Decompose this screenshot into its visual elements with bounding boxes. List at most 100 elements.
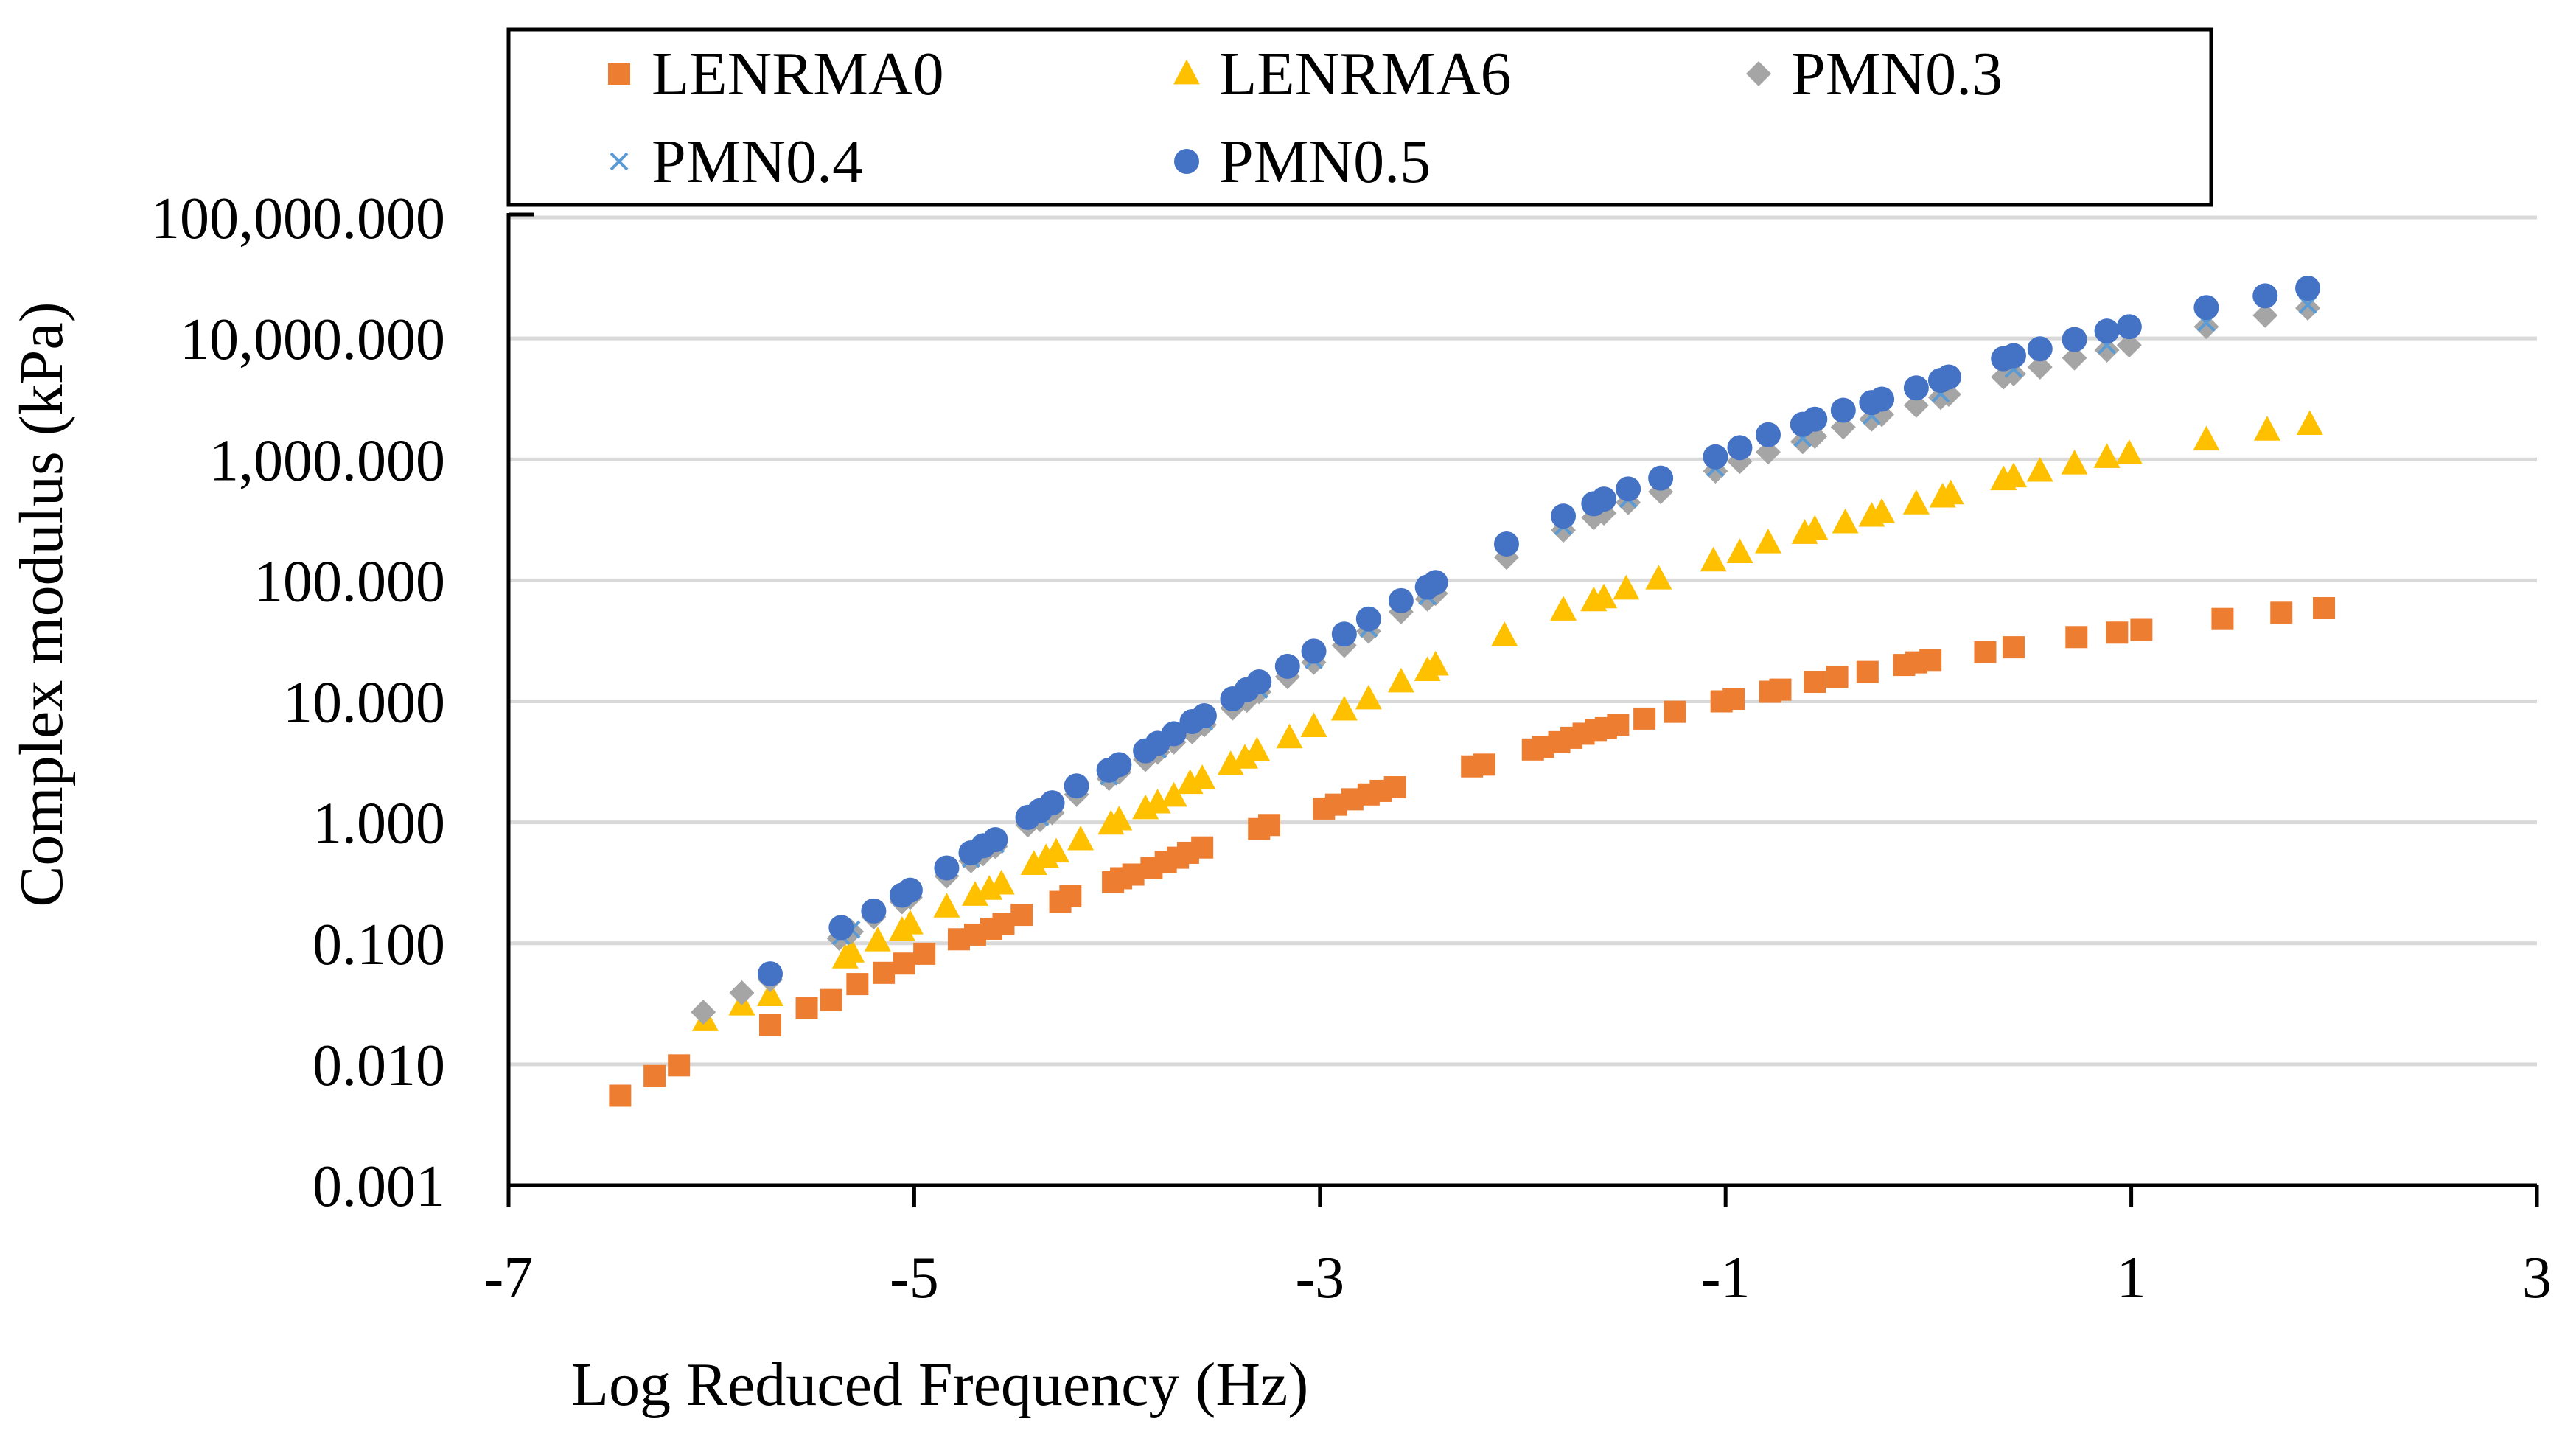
data-point-lenrma6 <box>1243 736 1271 762</box>
data-point-pmn0-5 <box>2295 276 2321 301</box>
y-tick-label: 0.001 <box>313 1154 445 1219</box>
legend-label-pmn0-5: PMN0.5 <box>1219 128 1431 196</box>
data-point-lenrma6 <box>2026 456 2053 482</box>
data-point-pmn0-5 <box>1274 653 1300 679</box>
legend-box <box>506 27 2213 207</box>
legend-entry-lenrma0: LENRMA0 <box>608 40 944 108</box>
data-point-lenrma0 <box>1473 753 1495 776</box>
data-point-lenrma0 <box>1258 814 1280 837</box>
data-point-lenrma6 <box>1355 684 1382 710</box>
tick-labels: 0.001 0.010 0.100 1.000 10.000 100.000 1,000.0… <box>150 186 2552 1311</box>
data-point-lenrma6 <box>1189 764 1216 789</box>
data-point-pmn0-5 <box>1388 587 1414 613</box>
data-point-pmn0-5 <box>2062 327 2087 352</box>
data-point-lenrma6 <box>1276 723 1303 749</box>
data-point-pmn0-3 <box>2094 338 2120 363</box>
y-tick-label: 10.000 <box>283 671 445 736</box>
legend-marker-lenrma0 <box>608 63 630 85</box>
data-point-pmn0-5 <box>1106 752 1132 778</box>
data-point-pmn0-5 <box>1936 364 1961 390</box>
data-point-pmn0-5 <box>982 827 1008 853</box>
data-point-pmn0-5 <box>2252 283 2278 309</box>
data-point-pmn0-5 <box>1493 531 1519 557</box>
axes <box>506 212 2539 1207</box>
y-tick-label: 0.010 <box>313 1033 445 1098</box>
data-point-lenrma0 <box>1383 776 1406 799</box>
data-point-lenrma0 <box>1804 671 1826 694</box>
data-point-pmn0-5 <box>1064 773 1089 799</box>
data-point-lenrma6 <box>1801 515 1829 540</box>
data-point-lenrma6 <box>1231 744 1258 769</box>
series-lenrma0 <box>609 596 2336 1107</box>
data-point-pmn0-3 <box>2193 314 2219 340</box>
data-point-lenrma0 <box>759 1014 782 1036</box>
data-point-lenrma6 <box>2115 439 2143 464</box>
data-point-lenrma6 <box>1387 667 1414 693</box>
data-point-lenrma0 <box>893 952 915 975</box>
data-point-lenrma6 <box>1020 850 1047 875</box>
data-point-pmn0-5 <box>1903 375 1929 401</box>
data-point-lenrma0 <box>795 997 818 1019</box>
data-point-pmn0-5 <box>1301 638 1327 664</box>
data-point-lenrma0 <box>1919 649 1942 672</box>
legend-entry-pmn0-4: PMN0.4 <box>610 128 863 196</box>
data-point-pmn0-3 <box>2062 345 2087 371</box>
data-point-lenrma6 <box>1754 529 1781 554</box>
legend-label-pmn0-3: PMN0.3 <box>1791 40 2003 108</box>
legend-items: LENRMA0 LENRMA6 PMN0.3 PMN0.4 PMN0.5 <box>608 40 2003 196</box>
x-tick-label: -7 <box>484 1246 534 1311</box>
data-series <box>609 276 2336 1107</box>
data-point-lenrma0 <box>1059 885 1082 907</box>
data-point-lenrma6 <box>1160 781 1187 807</box>
legend-marker-pmn0-5 <box>1174 149 1199 174</box>
y-tick-label: 1,000.000 <box>209 428 445 493</box>
data-point-pmn0-5 <box>1591 486 1617 512</box>
data-point-pmn0-5 <box>1039 790 1065 816</box>
data-point-pmn0-5 <box>1191 703 1217 729</box>
data-point-lenrma0 <box>1010 904 1033 927</box>
data-point-lenrma6 <box>1645 565 1672 590</box>
data-point-lenrma6 <box>1491 621 1518 646</box>
y-tick-label: 100.000 <box>254 549 445 614</box>
data-point-pmn0-5 <box>1246 669 1272 695</box>
data-point-pmn0-5 <box>1331 621 1357 647</box>
data-point-lenrma0 <box>2270 601 2293 624</box>
data-point-pmn0-5 <box>861 898 887 924</box>
data-point-lenrma6 <box>2253 416 2280 441</box>
data-point-lenrma6 <box>2061 449 2088 475</box>
data-point-pmn0-3 <box>2295 296 2321 321</box>
data-point-lenrma0 <box>873 961 896 984</box>
legend-label-lenrma6: LENRMA6 <box>1219 40 1512 108</box>
data-point-lenrma0 <box>1826 665 1849 688</box>
data-point-lenrma6 <box>1832 508 1859 534</box>
data-point-pmn0-3 <box>691 1000 716 1025</box>
x-tick-label: -5 <box>890 1246 939 1311</box>
data-point-lenrma6 <box>1300 712 1327 737</box>
data-point-lenrma0 <box>1974 641 1997 663</box>
data-point-pmn0-5 <box>1355 606 1381 632</box>
data-point-lenrma0 <box>2313 596 2336 619</box>
data-point-lenrma6 <box>1726 538 1753 563</box>
x-tick-label: 3 <box>2522 1246 2552 1311</box>
data-point-pmn0-5 <box>1802 406 1828 432</box>
data-point-pmn0-3 <box>1755 439 1781 465</box>
data-point-lenrma0 <box>609 1084 632 1107</box>
data-point-lenrma0 <box>1191 836 1214 859</box>
data-point-lenrma6 <box>988 869 1015 895</box>
data-point-lenrma6 <box>1868 498 1896 523</box>
data-point-pmn0-5 <box>1703 444 1728 470</box>
data-point-lenrma6 <box>896 910 924 935</box>
y-tick-label: 100,000.000 <box>150 186 445 251</box>
data-point-pmn0-5 <box>828 915 854 941</box>
data-point-pmn0-5 <box>897 877 923 903</box>
data-point-lenrma0 <box>820 988 842 1011</box>
legend-entry-pmn0-3: PMN0.3 <box>1746 40 2003 108</box>
data-point-lenrma0 <box>2065 626 2088 649</box>
data-point-pmn0-5 <box>1830 397 1856 423</box>
data-point-lenrma6 <box>1330 695 1358 721</box>
data-point-lenrma6 <box>1700 546 1727 572</box>
y-tick-label: 0.100 <box>313 913 445 977</box>
data-point-lenrma6 <box>757 981 784 1007</box>
data-point-lenrma0 <box>1722 688 1745 711</box>
data-point-pmn0-5 <box>934 855 960 881</box>
